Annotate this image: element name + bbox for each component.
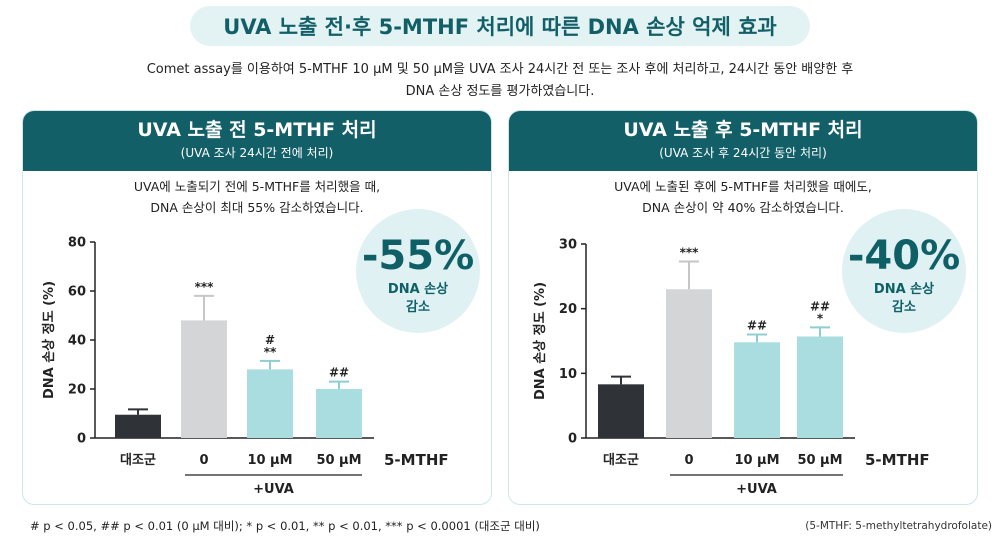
badge-value: -40%	[848, 233, 960, 279]
x-category-label: 50 μM	[797, 453, 842, 468]
page-title: UVA 노출 전·후 5-MTHF 처리에 따른 DNA 손상 억제 효과	[190, 6, 810, 46]
badge-label-line-2: 감소	[892, 300, 916, 315]
y-axis-label: DNA 손상 정도 (%)	[41, 281, 57, 399]
panel-title: UVA 노출 전 5-MTHF 처리	[137, 119, 377, 141]
significance-mark: *	[817, 311, 824, 325]
y-tick-label: 20	[68, 383, 86, 398]
panel-before-uva: UVA 노출 전 5-MTHF 처리 (UVA 조사 24시간 전에 처리) U…	[22, 110, 492, 505]
panel-header: UVA 노출 후 5-MTHF 처리 (UVA 조사 후 24시간 동안 처리)	[509, 111, 977, 171]
y-axis-label: DNA 손상 정도 (%)	[532, 282, 548, 400]
panel-description-line-1: UVA에 노출되기 전에 5-MTHF를 처리했을 때,	[133, 179, 381, 194]
badge-label-line-2: 감소	[406, 300, 430, 315]
panel-description-line-2: DNA 손상이 약 40% 감소하였습니다.	[642, 200, 844, 215]
significance-mark: ##	[329, 366, 349, 380]
significance-mark: ***	[195, 280, 215, 294]
y-tick-label: 40	[68, 334, 86, 349]
x-category-label: 0	[199, 453, 208, 468]
abbreviation-footnote: (5-MTHF: 5-methyltetrahydrofolate)	[805, 520, 992, 532]
x-category-label: 50 μM	[316, 453, 361, 468]
panel-description-line-1: UVA에 노출된 후에 5-MTHF를 처리했을 때에도,	[614, 179, 872, 194]
panel-header: UVA 노출 전 5-MTHF 처리 (UVA 조사 24시간 전에 처리)	[23, 111, 491, 171]
page-title-text: UVA 노출 전·후 5-MTHF 처리에 따른 DNA 손상 억제 효과	[223, 15, 777, 39]
significance-mark: **	[264, 345, 277, 359]
y-tick-label: 10	[559, 367, 577, 382]
bar	[797, 336, 843, 438]
significance-mark: ##	[810, 299, 830, 313]
x-category-label: 대조군	[120, 453, 156, 468]
badge-value: -55%	[362, 233, 474, 279]
badge-label-line-1: DNA 손상	[388, 282, 448, 297]
intro-text: Comet assay를 이용하여 5-MTHF 10 μM 및 50 μM을 …	[60, 59, 940, 103]
significance-mark: #	[265, 333, 275, 347]
y-tick-label: 30	[559, 238, 577, 253]
badge-circle	[356, 209, 480, 333]
bar	[316, 389, 362, 438]
significance-mark: ##	[747, 319, 767, 333]
panel-subtitle: (UVA 조사 후 24시간 동안 처리)	[659, 146, 827, 160]
badge-label-line-1: DNA 손상	[874, 282, 934, 297]
group-label: +UVA	[736, 482, 777, 497]
panel-subtitle: (UVA 조사 24시간 전에 처리)	[180, 146, 334, 160]
y-tick-label: 0	[568, 432, 577, 447]
panel-title: UVA 노출 후 5-MTHF 처리	[623, 119, 863, 141]
bar	[734, 342, 780, 438]
panel-description-line-2: DNA 손상이 최대 55% 감소하였습니다.	[150, 200, 364, 215]
badge-circle	[842, 209, 966, 333]
significance-mark: ***	[680, 245, 700, 259]
x-category-label: 대조군	[603, 453, 639, 468]
y-tick-label: 20	[559, 302, 577, 317]
panel-description: UVA에 노출되기 전에 5-MTHF를 처리했을 때, DNA 손상이 최대 …	[23, 176, 491, 218]
bar	[247, 369, 293, 438]
bar	[598, 384, 644, 438]
panel-after-uva: UVA 노출 후 5-MTHF 처리 (UVA 조사 후 24시간 동안 처리)…	[508, 110, 978, 505]
bar	[115, 414, 161, 438]
y-tick-label: 60	[68, 285, 86, 300]
x-axis-label: 5-MTHF	[865, 451, 930, 469]
x-category-label: 10 μM	[247, 453, 292, 468]
intro-line-1: Comet assay를 이용하여 5-MTHF 10 μM 및 50 μM을 …	[146, 62, 854, 77]
x-category-label: 10 μM	[734, 453, 779, 468]
y-tick-label: 80	[68, 236, 86, 251]
y-tick-label: 0	[77, 432, 86, 447]
group-label: +UVA	[253, 482, 294, 497]
x-category-label: 0	[684, 453, 693, 468]
significance-footnote: # p < 0.05, ## p < 0.01 (0 μM 대비); * p <…	[30, 519, 540, 533]
x-axis-label: 5-MTHF	[384, 451, 449, 469]
bar	[181, 320, 227, 438]
intro-line-2: DNA 손상 정도를 평가하였습니다.	[405, 84, 595, 99]
bar	[666, 289, 712, 438]
panel-description: UVA에 노출된 후에 5-MTHF를 처리했을 때에도, DNA 손상이 약 …	[509, 176, 977, 218]
